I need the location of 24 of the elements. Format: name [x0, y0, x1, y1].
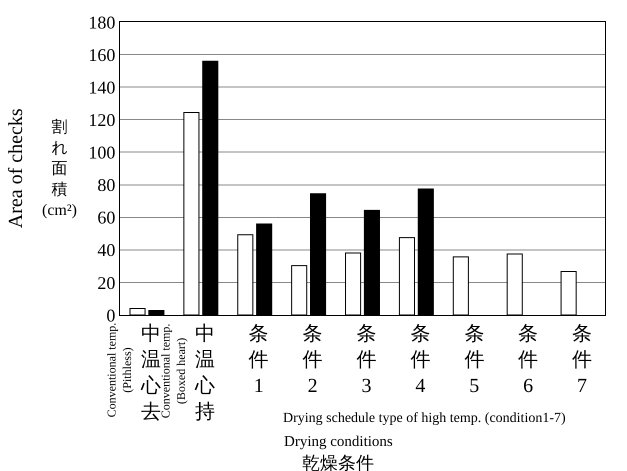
x-tick-label: 条件5	[464, 323, 484, 397]
y-tick-label: 40	[97, 240, 116, 260]
x-tick-label: 条件1	[248, 323, 269, 397]
text: Drying schedule type of high temp. (condition1-7)	[283, 411, 566, 426]
y-tick-label: 120	[88, 110, 116, 130]
y-tick-label: 0	[106, 305, 116, 326]
text: 割れ面積(cm²)	[42, 118, 77, 220]
y-axis-title: Area of checks	[5, 108, 28, 228]
y-tick-label: 60	[97, 208, 116, 228]
y-tick-label: 140	[88, 77, 116, 98]
y-tick-label: 80	[97, 175, 116, 196]
y-tick-label: 160	[88, 44, 116, 65]
y-tick-label: 100	[88, 142, 116, 163]
y-tick-label: 180	[88, 12, 116, 32]
x-axis-title: Drying conditions	[284, 434, 393, 450]
x-tick-label: 中温心去	[140, 323, 161, 423]
text: Conventional temp.(Pithless)	[104, 322, 134, 418]
x-tick-label: 条件3	[356, 323, 376, 397]
x-tick-label: 中温心持	[194, 323, 215, 423]
y-tick-label: 20	[97, 272, 116, 293]
x-tick-label: 条件2	[302, 323, 323, 397]
x-tick-label: 条件4	[410, 323, 430, 397]
x-tick-label: 条件6	[518, 323, 538, 397]
x-tick-label: 条件7	[572, 323, 592, 397]
